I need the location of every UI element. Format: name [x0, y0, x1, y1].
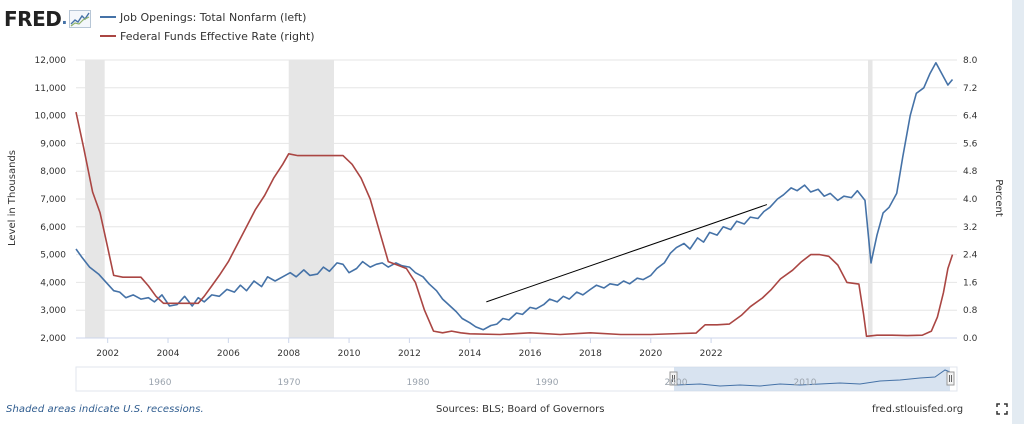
y-right-tick-label: 7.2 [963, 84, 977, 94]
y-left-tick-label: 8,000 [40, 167, 66, 177]
y-left-tick-label: 11,000 [35, 84, 67, 94]
annotation-layer [486, 204, 768, 303]
y-right-tick-label: 3.2 [963, 223, 977, 233]
x-tick-label: 2014 [458, 349, 481, 359]
y-left-tick-label: 9,000 [40, 139, 66, 149]
fred-logo-text: FRED [4, 7, 62, 31]
x-tick-label: 2010 [338, 349, 361, 359]
chart-svg: Job Openings: Total Nonfarm (left) Feder… [7, 11, 1004, 392]
y-left-tick-label: 5,000 [40, 251, 66, 261]
navigator-tick-label: 1990 [536, 378, 559, 388]
x-tick-label: 2004 [157, 349, 180, 359]
x-tick-label: 2020 [639, 349, 662, 359]
navigator-series-line [675, 369, 951, 387]
y-left-tick-label: 2,000 [40, 334, 66, 344]
navigator-tick-label: 1980 [407, 378, 430, 388]
legend-label-fed-funds[interactable]: Federal Funds Effective Rate (right) [120, 30, 315, 43]
y-left-tick-label: 7,000 [40, 195, 66, 205]
y-right-tick-label: 1.6 [963, 278, 978, 288]
axes: 2,000 0.0 3,000 0.8 4,000 1.6 5,000 2.4 6,000 3.2… [35, 56, 978, 359]
x-tick-label: 2006 [217, 349, 240, 359]
y-axis-left-title: Level in Thousands [7, 150, 18, 246]
x-tick-label: 2012 [398, 349, 421, 359]
y-right-tick-label: 5.6 [963, 139, 978, 149]
x-tick-label: 2008 [277, 349, 300, 359]
gridlines [76, 59, 957, 339]
series-lines [75, 62, 954, 338]
series-line-job-openings[interactable] [75, 62, 954, 331]
y-right-tick-label: 0.0 [963, 334, 978, 344]
annotation-trend-line [486, 204, 768, 303]
fullscreen-icon[interactable] [996, 403, 1008, 415]
fred-logo-mark: . [61, 9, 67, 28]
series-line-fed-funds[interactable] [75, 111, 954, 338]
y-right-tick-label: 8.0 [963, 56, 978, 66]
navigator-tick-label: 1960 [149, 378, 172, 388]
navigator[interactable]: 1960 1970 1980 1990 2000 2010 [75, 366, 958, 392]
fred-logo[interactable]: FRED . [4, 8, 91, 34]
x-tick-label: 2002 [96, 349, 119, 359]
navigator-left-handle[interactable] [669, 371, 678, 386]
source-site-link[interactable]: fred.stlouisfed.org [872, 404, 964, 415]
navigator-tick-label: 1970 [278, 378, 301, 388]
navigator-right-handle[interactable] [946, 371, 955, 386]
y-left-tick-label: 6,000 [40, 223, 66, 233]
navigator-tick-label: 2010 [794, 378, 817, 388]
navigator-tick-label: 2000 [665, 378, 688, 388]
y-right-tick-label: 4.8 [963, 167, 978, 177]
navigator-selected-range[interactable] [674, 367, 950, 391]
y-right-tick-label: 6.4 [963, 112, 978, 122]
fred-graph-icon [68, 10, 91, 28]
legend-label-job-openings[interactable]: Job Openings: Total Nonfarm (left) [119, 11, 306, 24]
y-left-tick-label: 12,000 [35, 56, 67, 66]
recession-note[interactable]: Shaded areas indicate U.S. recessions. [6, 404, 204, 415]
y-right-tick-label: 0.8 [963, 306, 978, 316]
x-tick-label: 2016 [519, 349, 542, 359]
y-axis-right-title: Percent [993, 179, 1004, 217]
y-right-tick-label: 2.4 [963, 251, 978, 261]
x-tick-label: 2022 [700, 349, 723, 359]
legend: Job Openings: Total Nonfarm (left) Feder… [100, 11, 315, 43]
sources-note: Sources: BLS; Board of Governors [436, 404, 605, 415]
y-left-tick-label: 4,000 [40, 278, 66, 288]
x-tick-label: 2018 [579, 349, 602, 359]
y-left-tick-label: 10,000 [35, 112, 67, 122]
y-left-tick-label: 3,000 [40, 306, 66, 316]
y-right-tick-label: 4.0 [963, 195, 978, 205]
